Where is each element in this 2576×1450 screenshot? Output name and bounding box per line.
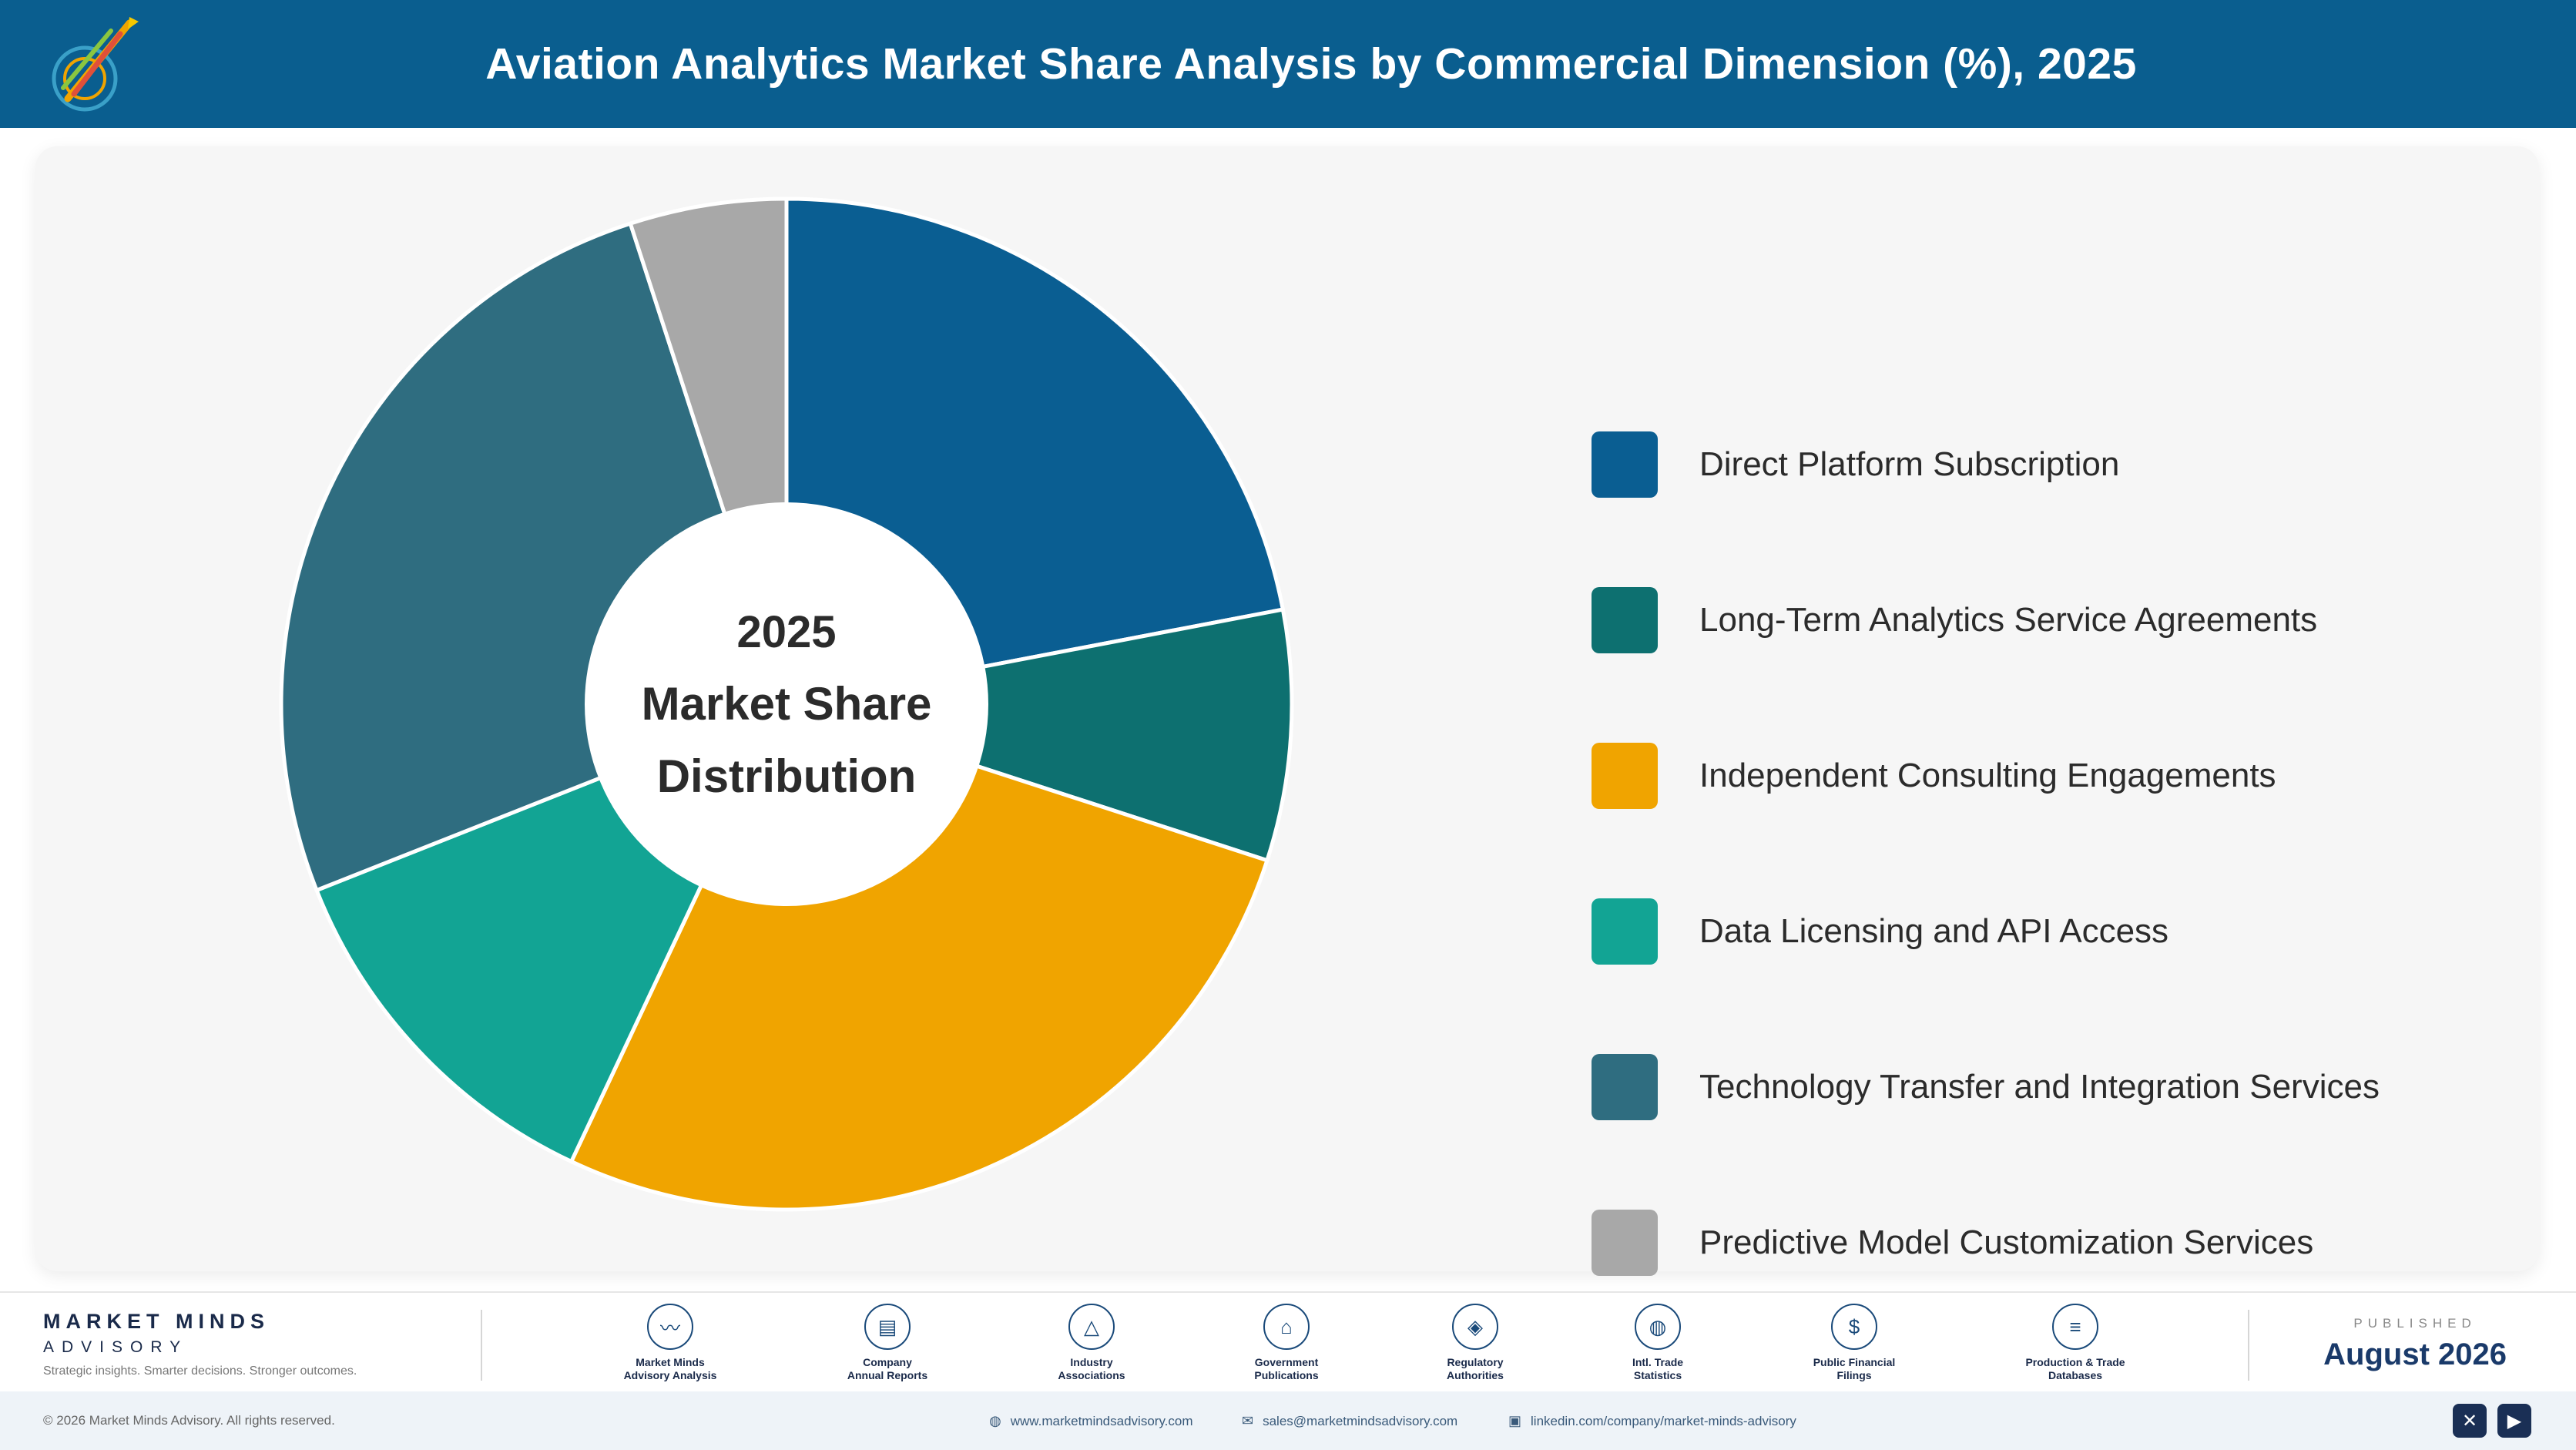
- legend-swatch: [1592, 1054, 1658, 1120]
- legend-swatch: [1592, 587, 1658, 653]
- published-date: August 2026: [2323, 1338, 2507, 1371]
- source-label: Government Publications: [1254, 1356, 1319, 1381]
- legend-swatch: [1592, 431, 1658, 498]
- bottom-bar: © 2026 Market Minds Advisory. All rights…: [0, 1391, 2576, 1450]
- coin-icon: $: [1831, 1304, 1877, 1350]
- globe-icon: ◍: [1635, 1304, 1681, 1350]
- donut-hole: [585, 502, 988, 906]
- source-label: Market Minds Advisory Analysis: [623, 1356, 717, 1381]
- pie-chart: 2025 Market Share Distribution: [279, 196, 1294, 1212]
- legend-swatch: [1592, 898, 1658, 965]
- pie-slice: [786, 607, 1294, 863]
- legend-item: Independent Consulting Engagements: [1592, 743, 2516, 809]
- source-label: Intl. Trade Statistics: [1632, 1356, 1684, 1381]
- legend-swatch: [1592, 743, 1658, 809]
- legend-label: Direct Platform Subscription: [1699, 445, 2120, 483]
- source-item: ▤ Company Annual Reports: [810, 1304, 964, 1382]
- legend-swatch: [1592, 1210, 1658, 1276]
- chart-panel: 2025 Market Share Distribution Direct Plat…: [35, 146, 2539, 1276]
- source-label: Regulatory Authorities: [1447, 1356, 1504, 1381]
- center-label: Market Share: [642, 678, 932, 730]
- chart-legend: Direct Platform Subscription Long-Term An…: [1592, 431, 2516, 1365]
- brand-tagline: Strategic insights. Smarter decisions. S…: [43, 1364, 357, 1378]
- brand-name: MARKET MINDS: [43, 1310, 270, 1333]
- globe-icon: ◍: [989, 1413, 1001, 1428]
- website-text: www.marketmindsadvisory.com: [1010, 1413, 1193, 1428]
- data-sources: 〰 Market Minds Advisory Analysis ▤ Company …: [539, 1304, 2265, 1388]
- government-icon: ⌂: [1263, 1304, 1310, 1350]
- email-link[interactable]: ✉ sales@marketmindsadvisory.com: [1242, 1413, 1457, 1429]
- legend-item: Predictive Model Customization Services: [1592, 1210, 2516, 1276]
- rocket-logo-icon: [52, 17, 139, 112]
- linkedin-icon: ▣: [1508, 1413, 1522, 1428]
- published-label: PUBLISHED: [2353, 1316, 2477, 1331]
- center-label: Distribution: [657, 750, 917, 802]
- legend-label: Independent Consulting Engagements: [1699, 757, 2276, 794]
- source-label: Industry Associations: [1058, 1356, 1125, 1381]
- network-icon: △: [1068, 1304, 1115, 1350]
- source-item: ◍ Intl. Trade Statistics: [1581, 1304, 1735, 1382]
- linkedin-text: linkedin.com/company/market-minds-adviso…: [1531, 1413, 1796, 1428]
- linkedin-link[interactable]: ▣ linkedin.com/company/market-minds-advi…: [1508, 1413, 1796, 1429]
- email-text: sales@marketmindsadvisory.com: [1263, 1413, 1458, 1428]
- shield-icon: ◈: [1452, 1304, 1498, 1350]
- source-item: △ Industry Associations: [1015, 1304, 1169, 1382]
- source-label: Company Annual Reports: [847, 1356, 928, 1381]
- legend-label: Predictive Model Customization Services: [1699, 1223, 2314, 1261]
- source-label: Production & Trade Databases: [2025, 1356, 2125, 1381]
- document-icon: ▤: [864, 1304, 911, 1350]
- legend-item: Direct Platform Subscription: [1592, 431, 2516, 498]
- x-icon[interactable]: ✕: [2453, 1404, 2487, 1438]
- brand-block: MARKET MINDS ADVISORY Strategic insights…: [43, 1310, 357, 1378]
- legend-item: Long-Term Analytics Service Agreements: [1592, 587, 2516, 653]
- published-block: PUBLISHED August 2026: [2323, 1316, 2507, 1372]
- center-label: 2025: [736, 607, 836, 657]
- legend-label: Data Licensing and API Access: [1699, 912, 2169, 950]
- mail-icon: ✉: [1242, 1413, 1254, 1428]
- header-bar: Aviation Analytics Market Share Analysis…: [0, 0, 2576, 128]
- source-label: Public Financial Filings: [1813, 1356, 1896, 1381]
- database-icon: ≡: [2052, 1304, 2098, 1350]
- legend-item: Technology Transfer and Integration Serv…: [1592, 1054, 2516, 1120]
- source-item: ≡ Production & Trade Databases: [1998, 1304, 2152, 1382]
- footer-divider: [481, 1310, 482, 1381]
- source-item: 〰 Market Minds Advisory Analysis: [593, 1304, 747, 1382]
- legend-label: Technology Transfer and Integration Serv…: [1699, 1068, 2380, 1106]
- legend-item: Data Licensing and API Access: [1592, 898, 2516, 965]
- website-link[interactable]: ◍ www.marketmindsadvisory.com: [989, 1413, 1193, 1429]
- footer: MARKET MINDS ADVISORY Strategic insights…: [0, 1291, 2576, 1393]
- legend-label: Long-Term Analytics Service Agreements: [1699, 601, 2318, 639]
- source-item: ◈ Regulatory Authorities: [1398, 1304, 1552, 1382]
- source-item: $ Public Financial Filings: [1777, 1304, 1931, 1382]
- brand-sub: ADVISORY: [43, 1338, 189, 1356]
- youtube-icon[interactable]: ▶: [2497, 1404, 2531, 1438]
- source-item: ⌂ Government Publications: [1209, 1304, 1363, 1382]
- page-title: Aviation Analytics Market Share Analysis…: [485, 39, 2137, 89]
- trend-icon: 〰: [647, 1304, 693, 1350]
- footer-divider: [2248, 1310, 2249, 1381]
- copyright: © 2026 Market Minds Advisory. All rights…: [43, 1413, 335, 1428]
